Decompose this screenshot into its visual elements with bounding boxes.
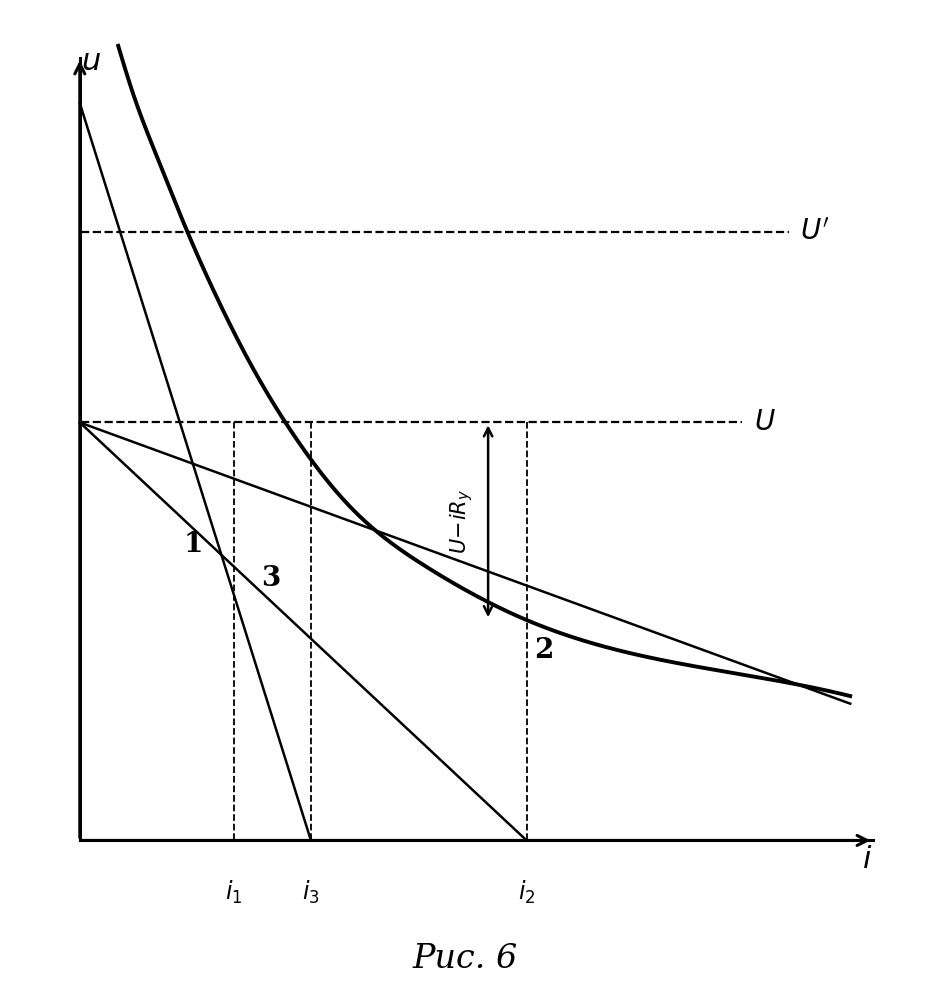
Text: $u$: $u$ bbox=[82, 46, 101, 77]
Text: $U\!-\!iR_y$: $U\!-\!iR_y$ bbox=[447, 489, 474, 554]
Text: $i_3$: $i_3$ bbox=[302, 879, 320, 906]
Text: $U'$: $U'$ bbox=[800, 219, 830, 246]
Text: $i_2$: $i_2$ bbox=[518, 879, 536, 906]
Text: 3: 3 bbox=[260, 565, 280, 591]
Text: $i$: $i$ bbox=[862, 844, 872, 875]
Text: $U$: $U$ bbox=[754, 409, 776, 436]
Text: 2: 2 bbox=[535, 637, 553, 664]
Text: $i_1$: $i_1$ bbox=[225, 879, 243, 906]
Text: 1: 1 bbox=[184, 531, 203, 558]
Text: Рис. 6: Рис. 6 bbox=[412, 943, 518, 975]
